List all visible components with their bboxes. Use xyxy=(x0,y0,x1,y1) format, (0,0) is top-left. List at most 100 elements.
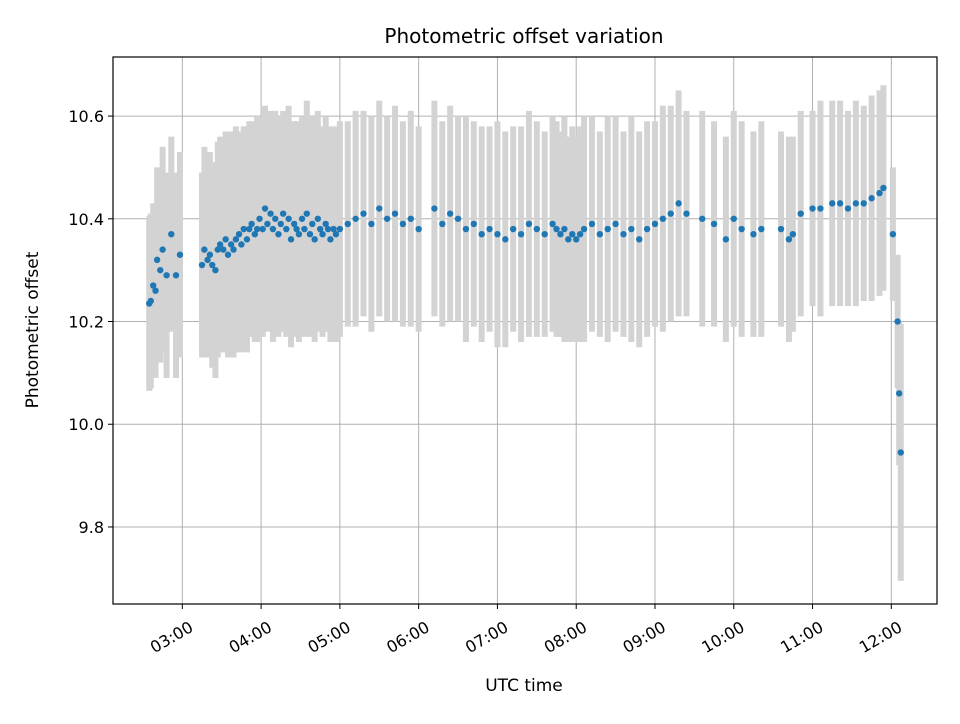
data-point xyxy=(147,297,155,305)
data-point xyxy=(176,251,184,258)
data-point xyxy=(251,230,258,238)
data-point xyxy=(153,256,161,264)
data-point xyxy=(894,318,901,325)
data-point xyxy=(322,220,329,228)
data-points xyxy=(146,184,904,456)
data-point xyxy=(232,236,240,243)
data-point xyxy=(446,210,454,217)
data-point xyxy=(172,272,180,279)
data-point xyxy=(336,225,344,233)
data-point xyxy=(157,266,164,274)
y-tick-label: 10.2 xyxy=(68,313,104,332)
data-point xyxy=(311,236,318,243)
data-point xyxy=(285,215,292,222)
data-point xyxy=(256,215,263,222)
data-point xyxy=(415,225,422,233)
data-point xyxy=(293,225,300,233)
data-point xyxy=(314,215,322,222)
data-point xyxy=(431,205,438,212)
data-point xyxy=(454,215,462,222)
data-point xyxy=(290,220,298,228)
data-point xyxy=(876,189,883,197)
data-point xyxy=(785,236,793,243)
data-point xyxy=(897,449,904,456)
data-point xyxy=(569,230,576,238)
data-point xyxy=(344,220,351,228)
data-point xyxy=(149,282,157,289)
data-point xyxy=(604,225,611,233)
data-point xyxy=(699,215,706,222)
data-point xyxy=(844,205,852,212)
data-point xyxy=(201,246,208,253)
y-axis-label: Photometric offset xyxy=(23,251,43,408)
data-point xyxy=(636,236,643,243)
data-point xyxy=(295,230,303,238)
data-point xyxy=(738,225,745,233)
data-point xyxy=(509,225,517,233)
data-point xyxy=(407,215,414,222)
data-point xyxy=(651,220,659,228)
data-point xyxy=(279,210,287,217)
data-point xyxy=(777,225,785,233)
data-point xyxy=(319,230,326,238)
data-point xyxy=(620,230,627,238)
data-point xyxy=(478,230,485,238)
data-point xyxy=(470,220,477,228)
data-point xyxy=(324,225,332,233)
data-point xyxy=(561,225,568,233)
data-point xyxy=(253,225,261,233)
x-axis-label: UTC time xyxy=(485,676,563,696)
data-point xyxy=(525,220,533,228)
data-point xyxy=(683,210,690,217)
data-point xyxy=(462,225,470,233)
data-point xyxy=(332,230,340,238)
data-point xyxy=(576,230,584,238)
data-point xyxy=(240,225,247,233)
data-point xyxy=(809,205,816,212)
data-point xyxy=(235,230,243,238)
data-point xyxy=(259,225,266,233)
data-point xyxy=(261,205,269,212)
data-point xyxy=(612,220,619,228)
data-point xyxy=(533,225,541,233)
data-point xyxy=(486,225,493,233)
data-point xyxy=(298,215,306,222)
data-point xyxy=(722,236,730,243)
y-tick-label: 10.4 xyxy=(68,210,104,229)
data-point xyxy=(588,220,596,228)
data-point xyxy=(204,256,211,264)
data-point xyxy=(391,210,399,217)
data-point xyxy=(212,266,219,274)
data-point xyxy=(306,230,314,238)
data-point xyxy=(817,205,824,212)
data-point xyxy=(209,261,216,269)
y-tick-label: 9.8 xyxy=(79,518,104,537)
data-point xyxy=(216,241,224,248)
data-point xyxy=(238,241,245,248)
data-point xyxy=(439,220,446,228)
data-point xyxy=(303,210,310,217)
data-point xyxy=(494,230,501,238)
data-point xyxy=(316,225,324,233)
data-point xyxy=(852,200,860,207)
data-point xyxy=(829,200,836,207)
data-point xyxy=(797,210,804,217)
data-point xyxy=(269,225,277,233)
data-point xyxy=(163,272,170,279)
plot-frame xyxy=(112,56,938,605)
data-point xyxy=(860,200,867,207)
data-point xyxy=(243,236,251,243)
data-point xyxy=(272,215,279,222)
data-point xyxy=(675,200,682,207)
data-point xyxy=(880,184,887,192)
data-point xyxy=(275,230,282,238)
data-point xyxy=(376,205,383,212)
data-point xyxy=(246,225,253,233)
data-point xyxy=(580,225,588,233)
y-tick-label: 10.0 xyxy=(68,415,104,434)
data-point xyxy=(267,210,274,217)
data-point xyxy=(206,251,214,258)
data-point xyxy=(710,220,718,228)
